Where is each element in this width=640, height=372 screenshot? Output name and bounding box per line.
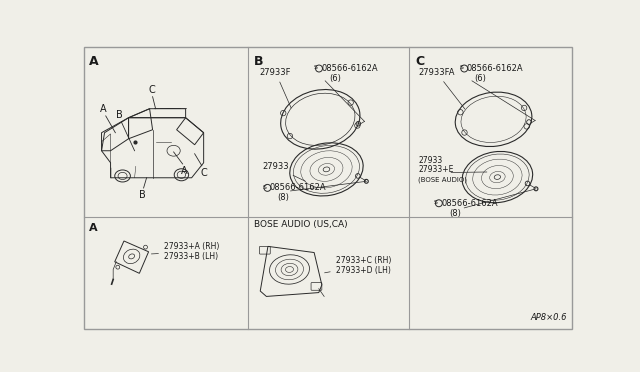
Text: 27933: 27933 xyxy=(418,156,442,165)
Text: C: C xyxy=(148,85,155,95)
Text: A: A xyxy=(90,223,98,232)
Text: B: B xyxy=(139,190,146,201)
Text: 27933+C (RH)
27933+D (LH): 27933+C (RH) 27933+D (LH) xyxy=(324,256,391,275)
Text: (BOSE AUDIO): (BOSE AUDIO) xyxy=(418,177,467,183)
Text: A: A xyxy=(90,55,99,68)
Text: (6): (6) xyxy=(474,74,486,83)
Text: 08566-6162A: 08566-6162A xyxy=(269,183,326,192)
Text: S: S xyxy=(460,65,463,70)
Text: BOSE AUDIO (US,CA): BOSE AUDIO (US,CA) xyxy=(254,220,348,230)
Text: B: B xyxy=(254,55,264,68)
Text: 27933+E: 27933+E xyxy=(418,166,453,174)
Text: 27933FA: 27933FA xyxy=(418,68,465,109)
Text: C: C xyxy=(415,55,424,68)
Text: 08566-6162A: 08566-6162A xyxy=(321,64,378,73)
Text: 27933: 27933 xyxy=(262,163,305,181)
Text: 27933F: 27933F xyxy=(260,68,291,108)
Text: (6): (6) xyxy=(329,74,341,83)
Text: S: S xyxy=(314,65,318,70)
Text: (8): (8) xyxy=(277,193,289,202)
Text: S: S xyxy=(434,200,438,205)
Text: S: S xyxy=(262,185,266,190)
Text: C: C xyxy=(200,167,207,177)
Text: 08566-6162A: 08566-6162A xyxy=(467,64,523,73)
Text: B: B xyxy=(116,109,122,119)
Text: A: A xyxy=(100,103,107,113)
Text: A: A xyxy=(180,166,187,176)
Text: (8): (8) xyxy=(449,209,461,218)
Text: AP8×0.6: AP8×0.6 xyxy=(530,313,566,322)
Text: 27933+A (RH)
27933+B (LH): 27933+A (RH) 27933+B (LH) xyxy=(152,242,220,262)
Text: 08566-6162A: 08566-6162A xyxy=(441,199,498,208)
